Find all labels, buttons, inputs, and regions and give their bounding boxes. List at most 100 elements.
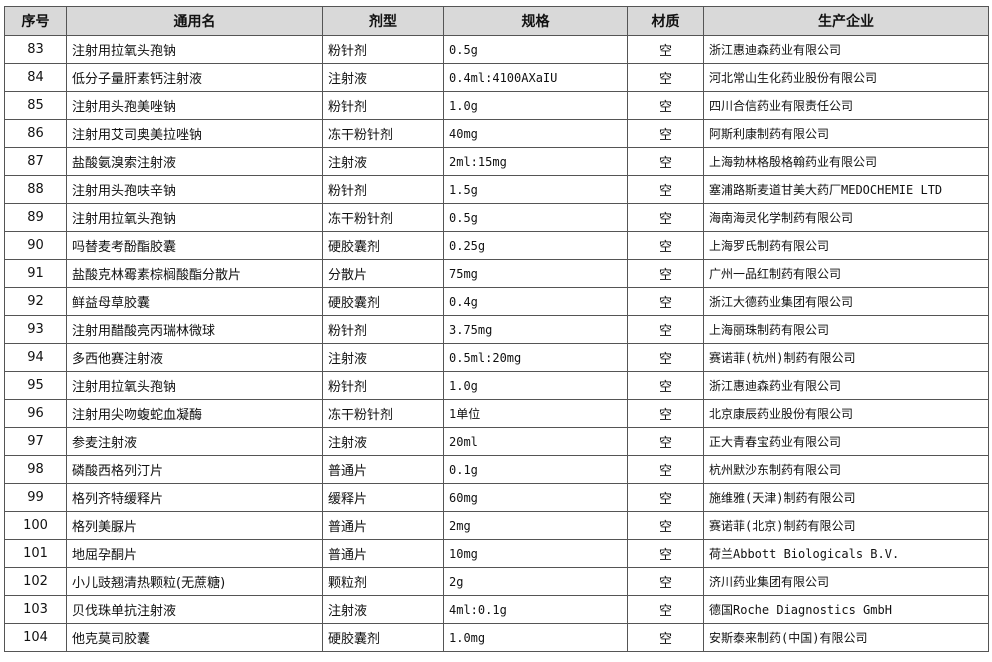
table-cell: 104 xyxy=(4,623,67,652)
table-row: 85 注射用头孢美唑钠 粉针剂 1.0g 空四川合信药业有限责任公司 xyxy=(4,91,989,120)
table-cell: 参麦注射液 xyxy=(66,427,323,456)
table-cell: 60mg xyxy=(443,483,628,512)
table-cell: 85 xyxy=(4,91,67,120)
table-cell: 102 xyxy=(4,567,67,596)
table-row: 90 吗替麦考酚酯胶囊 硬胶囊剂 0.25g 空上海罗氏制药有限公司 xyxy=(4,231,989,260)
table-cell: 注射液 xyxy=(322,147,444,176)
table-cell: 空 xyxy=(627,623,704,652)
table-cell: 0.5g xyxy=(443,203,628,232)
table-cell: 98 xyxy=(4,455,67,484)
table-cell: 普通片 xyxy=(322,539,444,568)
table-cell: 硬胶囊剂 xyxy=(322,231,444,260)
table-cell: 100 xyxy=(4,511,67,540)
table-row: 97 参麦注射液 注射液 20ml 空正大青春宝药业有限公司 xyxy=(4,427,989,456)
table-row: 98 磷酸西格列汀片 普通片 0.1g 空杭州默沙东制药有限公司 xyxy=(4,455,989,484)
table-row: 96 注射用尖吻蝮蛇血凝酶 冻干粉针剂 1单位空北京康辰药业股份有限公司 xyxy=(4,399,989,428)
table-cell: 低分子量肝素钙注射液 xyxy=(66,63,323,92)
drug-table: 序号 通用名 剂型 规格 材质 生产企业 83 注射用拉氧头孢钠 粉针剂 0.5g 空浙江惠迪森药… xyxy=(4,6,989,652)
table-cell: 颗粒剂 xyxy=(322,567,444,596)
table-cell: 空 xyxy=(627,343,704,372)
table-row: 91 盐酸克林霉素棕榈酸酯分散片 分散片 75mg 空广州一品红制药有限公司 xyxy=(4,259,989,288)
table-cell: 粉针剂 xyxy=(322,371,444,400)
table-cell: 上海勃林格殷格翰药业有限公司 xyxy=(703,147,989,176)
table-cell: 德国Roche Diagnostics GmbH xyxy=(703,595,989,624)
table-cell: 赛诺菲(北京)制药有限公司 xyxy=(703,511,989,540)
table-row: 102 小儿豉翘清热颗粒(无蔗糖) 颗粒剂 2g 空济川药业集团有限公司 xyxy=(4,567,989,596)
table-cell: 20ml xyxy=(443,427,628,456)
table-cell: 赛诺菲(杭州)制药有限公司 xyxy=(703,343,989,372)
table-cell: 海南海灵化学制药有限公司 xyxy=(703,203,989,232)
table-cell: 注射液 xyxy=(322,595,444,624)
table-row: 101 地屈孕酮片 普通片 10mg 空荷兰Abbott Biologicals B.V… xyxy=(4,539,989,568)
table-cell: 84 xyxy=(4,63,67,92)
table-cell: 2g xyxy=(443,567,628,596)
table-cell: 北京康辰药业股份有限公司 xyxy=(703,399,989,428)
table-cell: 10mg xyxy=(443,539,628,568)
table-cell: 注射用艾司奥美拉唑钠 xyxy=(66,119,323,148)
table-cell: 2mg xyxy=(443,511,628,540)
table-cell: 94 xyxy=(4,343,67,372)
table-cell: 注射用拉氧头孢钠 xyxy=(66,203,323,232)
table-cell: 空 xyxy=(627,35,704,64)
table-cell: 浙江惠迪森药业有限公司 xyxy=(703,35,989,64)
table-cell: 粉针剂 xyxy=(322,315,444,344)
table-cell: 粉针剂 xyxy=(322,175,444,204)
table-cell: 空 xyxy=(627,483,704,512)
table-cell: 格列美脲片 xyxy=(66,511,323,540)
table-cell: 空 xyxy=(627,119,704,148)
header-cell: 规格 xyxy=(443,6,628,36)
table-cell: 103 xyxy=(4,595,67,624)
table-cell: 空 xyxy=(627,567,704,596)
table-cell: 90 xyxy=(4,231,67,260)
table-cell: 注射液 xyxy=(322,427,444,456)
table-cell: 87 xyxy=(4,147,67,176)
table-cell: 99 xyxy=(4,483,67,512)
table-cell: 空 xyxy=(627,203,704,232)
table-cell: 1.0g xyxy=(443,91,628,120)
table-row: 99 格列齐特缓释片 缓释片 60mg 空施维雅(天津)制药有限公司 xyxy=(4,483,989,512)
table-cell: 注射用醋酸亮丙瑞林微球 xyxy=(66,315,323,344)
table-cell: 注射用头孢呋辛钠 xyxy=(66,175,323,204)
table-cell: 荷兰Abbott Biologicals B.V. xyxy=(703,539,989,568)
table-cell: 空 xyxy=(627,511,704,540)
table-row: 88 注射用头孢呋辛钠 粉针剂 1.5g 空塞浦路斯麦道甘美大药厂MEDOCHEMIE … xyxy=(4,175,989,204)
table-cell: 89 xyxy=(4,203,67,232)
table-cell: 空 xyxy=(627,399,704,428)
table-cell: 河北常山生化药业股份有限公司 xyxy=(703,63,989,92)
table-cell: 1.0mg xyxy=(443,623,628,652)
table-cell: 分散片 xyxy=(322,259,444,288)
table-cell: 3.75mg xyxy=(443,315,628,344)
table-cell: 96 xyxy=(4,399,67,428)
table-cell: 40mg xyxy=(443,119,628,148)
table-body: 83 注射用拉氧头孢钠 粉针剂 0.5g 空浙江惠迪森药业有限公司 84 低分子量肝素钙注射… xyxy=(4,35,989,652)
table-cell: 多西他赛注射液 xyxy=(66,343,323,372)
table-cell: 空 xyxy=(627,259,704,288)
table-cell: 2ml:15mg xyxy=(443,147,628,176)
table-cell: 四川合信药业有限责任公司 xyxy=(703,91,989,120)
table-cell: 注射用尖吻蝮蛇血凝酶 xyxy=(66,399,323,428)
table-cell: 阿斯利康制药有限公司 xyxy=(703,119,989,148)
table-cell: 93 xyxy=(4,315,67,344)
table-row: 100 格列美脲片 普通片 2mg 空赛诺菲(北京)制药有限公司 xyxy=(4,511,989,540)
table-cell: 92 xyxy=(4,287,67,316)
table-cell: 0.25g xyxy=(443,231,628,260)
table-cell: 小儿豉翘清热颗粒(无蔗糖) xyxy=(66,567,323,596)
table-row: 92 鲜益母草胶囊 硬胶囊剂 0.4g 空浙江大德药业集团有限公司 xyxy=(4,287,989,316)
table-row: 87 盐酸氨溴索注射液 注射液 2ml:15mg 空上海勃林格殷格翰药业有限公司 xyxy=(4,147,989,176)
table-cell: 0.4g xyxy=(443,287,628,316)
table-cell: 安斯泰来制药(中国)有限公司 xyxy=(703,623,989,652)
table-cell: 注射用头孢美唑钠 xyxy=(66,91,323,120)
table-cell: 注射用拉氧头孢钠 xyxy=(66,35,323,64)
table-cell: 1.5g xyxy=(443,175,628,204)
table-cell: 硬胶囊剂 xyxy=(322,287,444,316)
table-cell: 硬胶囊剂 xyxy=(322,623,444,652)
table-cell: 普通片 xyxy=(322,455,444,484)
table-cell: 注射用拉氧头孢钠 xyxy=(66,371,323,400)
table-cell: 86 xyxy=(4,119,67,148)
table-row: 103 贝伐珠单抗注射液 注射液 4ml:0.1g 空德国Roche Diagnosti… xyxy=(4,595,989,624)
header-row: 序号 通用名 剂型 规格 材质 生产企业 xyxy=(4,6,989,36)
table-row: 83 注射用拉氧头孢钠 粉针剂 0.5g 空浙江惠迪森药业有限公司 xyxy=(4,35,989,64)
table-row: 84 低分子量肝素钙注射液 注射液 0.4ml:4100AXaIU 空河北常山生化药业股… xyxy=(4,63,989,92)
table-cell: 空 xyxy=(627,231,704,260)
